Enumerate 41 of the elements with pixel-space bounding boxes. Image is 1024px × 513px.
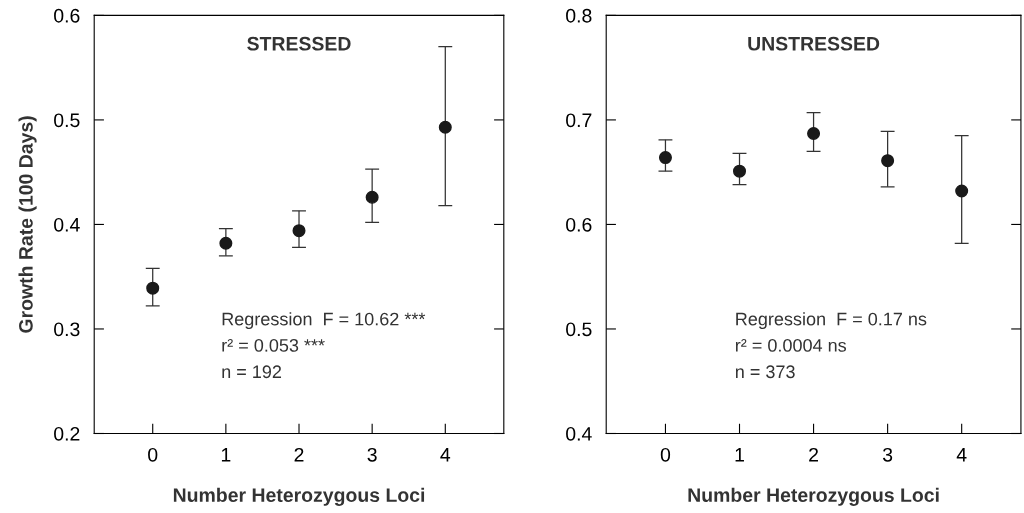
annotation: Regression F = 10.62 ***	[222, 312, 426, 330]
x-axis-title: Number Heterozygous Loci	[688, 487, 939, 506]
annotation: n = 192	[222, 365, 282, 379]
point	[365, 190, 379, 204]
x-tick-label: 4	[956, 448, 967, 462]
y-tick-label: 0.4	[566, 426, 592, 441]
y-tick-label: 0.7	[566, 113, 592, 128]
y-tick-label: 0.8	[566, 8, 592, 23]
x-tick-label: 1	[735, 448, 744, 462]
y-tick-label: 0.4	[54, 217, 80, 232]
point	[955, 184, 969, 198]
y-tick-label: 0.3	[54, 322, 80, 337]
text: UNSTRESSED	[748, 36, 880, 51]
y-tick-label: 0.2	[54, 426, 80, 441]
x-tick-label: 2	[294, 447, 304, 462]
annotation: r² = 0.0004 ns	[735, 339, 847, 352]
point	[807, 126, 821, 141]
y-tick-label: 0.6	[566, 217, 592, 232]
x-tick-label: 3	[367, 447, 377, 462]
x-tick-label: 0	[660, 447, 671, 462]
x-tick-label: 3	[882, 447, 893, 462]
y-tick-label: 0.5	[566, 322, 592, 337]
x-tick-label: 2	[809, 447, 818, 462]
annotation: n = 373	[735, 365, 795, 379]
x-axis-title: Number Heterozygous Loci	[173, 487, 425, 506]
x-tick-label: 1	[221, 448, 231, 462]
y-tick-label: 0.5	[54, 113, 80, 128]
point	[292, 224, 306, 238]
x-tick-label: 4	[440, 448, 451, 462]
point	[881, 154, 895, 168]
text: STRESSED	[247, 36, 351, 51]
point	[146, 281, 160, 295]
annotation: Regression F = 0.17 ns	[736, 312, 927, 330]
annotation: r² = 0.053 ***	[222, 339, 325, 352]
y-axis-title: Growth Rate (100 Days)	[18, 116, 37, 333]
x-tick-label: 0	[148, 447, 158, 462]
point	[733, 164, 747, 178]
point	[219, 236, 233, 250]
y-tick-label: 0.6	[54, 8, 80, 23]
point	[658, 151, 672, 165]
point	[438, 120, 452, 134]
